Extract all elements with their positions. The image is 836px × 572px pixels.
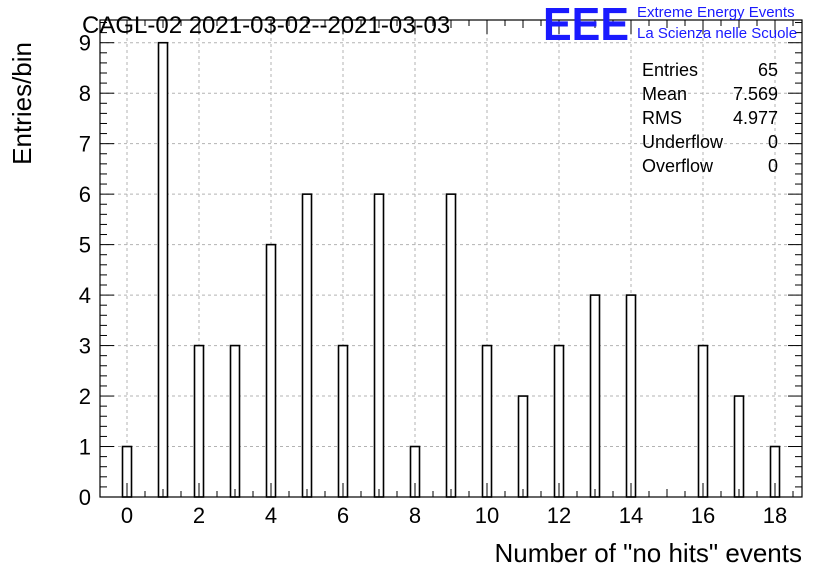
stats-value: 7.569 [733,84,778,104]
x-axis-label: Number of "no hits" events [495,538,803,568]
histogram-bar [301,193,313,498]
eee-logo-line2: La Scienza nelle Scuole [637,25,797,42]
y-tick-label: 9 [79,31,91,56]
stats-value: 0 [768,132,778,152]
y-tick-label: 3 [79,334,91,359]
histogram-bar [157,41,169,498]
x-tick-label: 0 [121,503,133,528]
stats-label: RMS [642,108,682,128]
y-tick-label: 8 [79,81,91,106]
x-tick-label: 18 [763,503,787,528]
histogram-bar [517,395,529,498]
eee-logo-line1: Extreme Energy Events [637,4,795,21]
stats-label: Mean [642,84,687,104]
x-tick-label: 16 [691,503,715,528]
stats-box: Entries 65 Mean 7.569 RMS 4.977 Underflow 0 Over… [642,60,778,176]
stats-value: 4.977 [733,108,778,128]
histogram-bar [481,344,493,498]
y-tick-label: 0 [79,485,91,510]
x-tick-label: 4 [265,503,277,528]
eee-logo: EEE Extreme Energy Events La Scienza nel… [543,0,797,50]
y-tick-labels: 0 1 2 3 4 5 6 7 8 9 [79,31,91,510]
stats-value: 0 [768,156,778,176]
y-tick-label: 4 [79,283,91,308]
y-tick-label: 1 [79,435,91,460]
histogram-bar [265,243,277,498]
x-tick-label: 6 [337,503,349,528]
histogram-bar [337,344,349,498]
stats-value: 65 [758,60,778,80]
axis-ticks [100,20,802,498]
histogram-bar [733,395,745,498]
histogram-bar [625,294,637,498]
histogram-bar [553,344,565,498]
chart-title: CAGL-02 2021-03-02--2021-03-03 [82,12,450,39]
x-tick-label: 12 [547,503,571,528]
histogram-bar [445,193,457,498]
x-tick-label: 8 [409,503,421,528]
stats-label: Entries [642,60,698,80]
histogram-bar [589,294,601,498]
y-tick-label: 6 [79,182,91,207]
x-tick-label: 10 [475,503,499,528]
y-axis-label: Entries/bin [7,42,37,165]
stats-label: Underflow [642,132,724,152]
y-tick-label: 7 [79,132,91,157]
histogram-bar [697,344,709,498]
histogram-bar [373,193,385,498]
y-tick-label: 5 [79,233,91,258]
x-tick-label: 14 [619,503,643,528]
histogram-bar [229,344,241,498]
x-tick-labels: 0 2 4 6 8 10 12 14 16 18 [121,503,787,528]
x-tick-label: 2 [193,503,205,528]
eee-logo-mark: EEE [543,0,629,50]
stats-label: Overflow [642,156,714,176]
histogram-bar [193,344,205,498]
y-tick-label: 2 [79,384,91,409]
